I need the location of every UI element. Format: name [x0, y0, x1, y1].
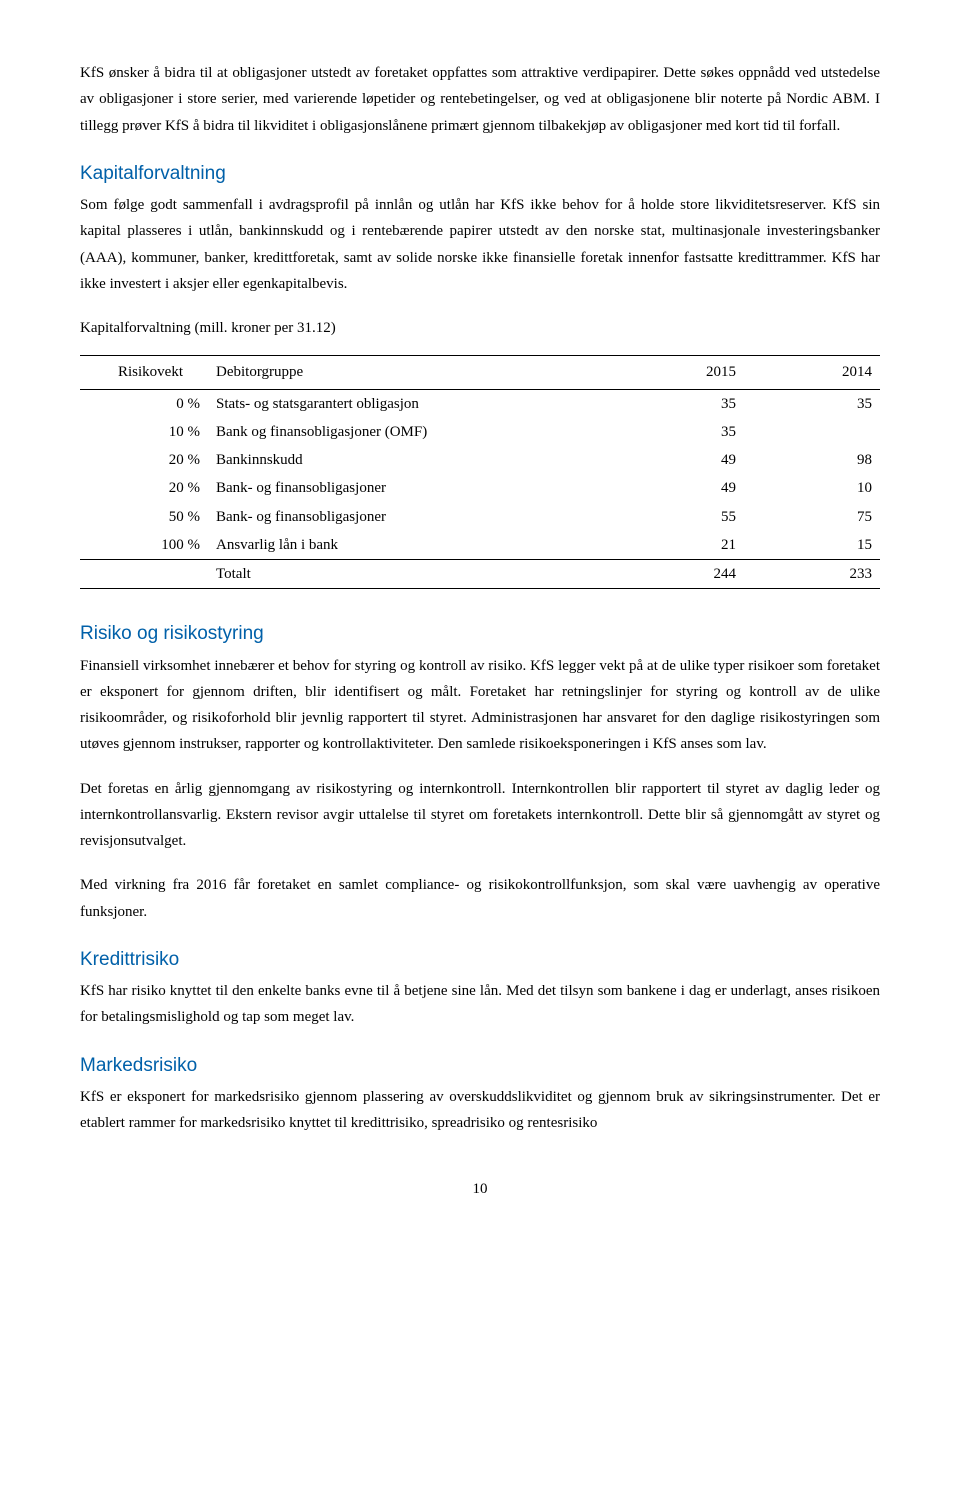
table-header-row: Risikovekt Debitorgruppe 2015 2014: [80, 356, 880, 389]
col-header-risikovekt: Risikovekt: [80, 356, 208, 389]
risiko-paragraph-2: Det foretas en årlig gjennomgang av risi…: [80, 776, 880, 855]
heading-markedsrisiko: Markedsrisiko: [80, 1049, 880, 1082]
heading-kapitalforvaltning: Kapitalforvaltning: [80, 157, 880, 190]
table-caption: Kapitalforvaltning (mill. kroner per 31.…: [80, 315, 880, 341]
table-row: 100 % Ansvarlig lån i bank 21 15: [80, 531, 880, 560]
risiko-paragraph-1: Finansiell virksomhet innebærer et behov…: [80, 653, 880, 758]
kredittrisiko-paragraph: KfS har risiko knyttet til den enkelte b…: [80, 978, 880, 1031]
kapitalforvaltning-table: Risikovekt Debitorgruppe 2015 2014 0 % S…: [80, 355, 880, 589]
page-number: 10: [80, 1176, 880, 1202]
kapitalforvaltning-paragraph: Som følge godt sammenfall i avdragsprofi…: [80, 192, 880, 297]
risiko-paragraph-3: Med virkning fra 2016 får foretaket en s…: [80, 872, 880, 925]
table-row: 0 % Stats- og statsgarantert obligasjon …: [80, 389, 880, 418]
heading-kredittrisiko: Kredittrisiko: [80, 943, 880, 976]
table-row: 20 % Bankinnskudd 49 98: [80, 446, 880, 474]
heading-risiko: Risiko og risikostyring: [80, 617, 880, 650]
table-row: 50 % Bank- og finansobligasjoner 55 75: [80, 503, 880, 531]
col-header-2014: 2014: [744, 356, 880, 389]
table-row: 20 % Bank- og finansobligasjoner 49 10: [80, 474, 880, 502]
col-header-debitorgruppe: Debitorgruppe: [208, 356, 608, 389]
markedsrisiko-paragraph: KfS er eksponert for markedsrisiko gjenn…: [80, 1084, 880, 1137]
table-total-row: Totalt 244 233: [80, 560, 880, 589]
intro-paragraph: KfS ønsker å bidra til at obligasjoner u…: [80, 60, 880, 139]
table-row: 10 % Bank og finansobligasjoner (OMF) 35: [80, 418, 880, 446]
col-header-2015: 2015: [608, 356, 744, 389]
